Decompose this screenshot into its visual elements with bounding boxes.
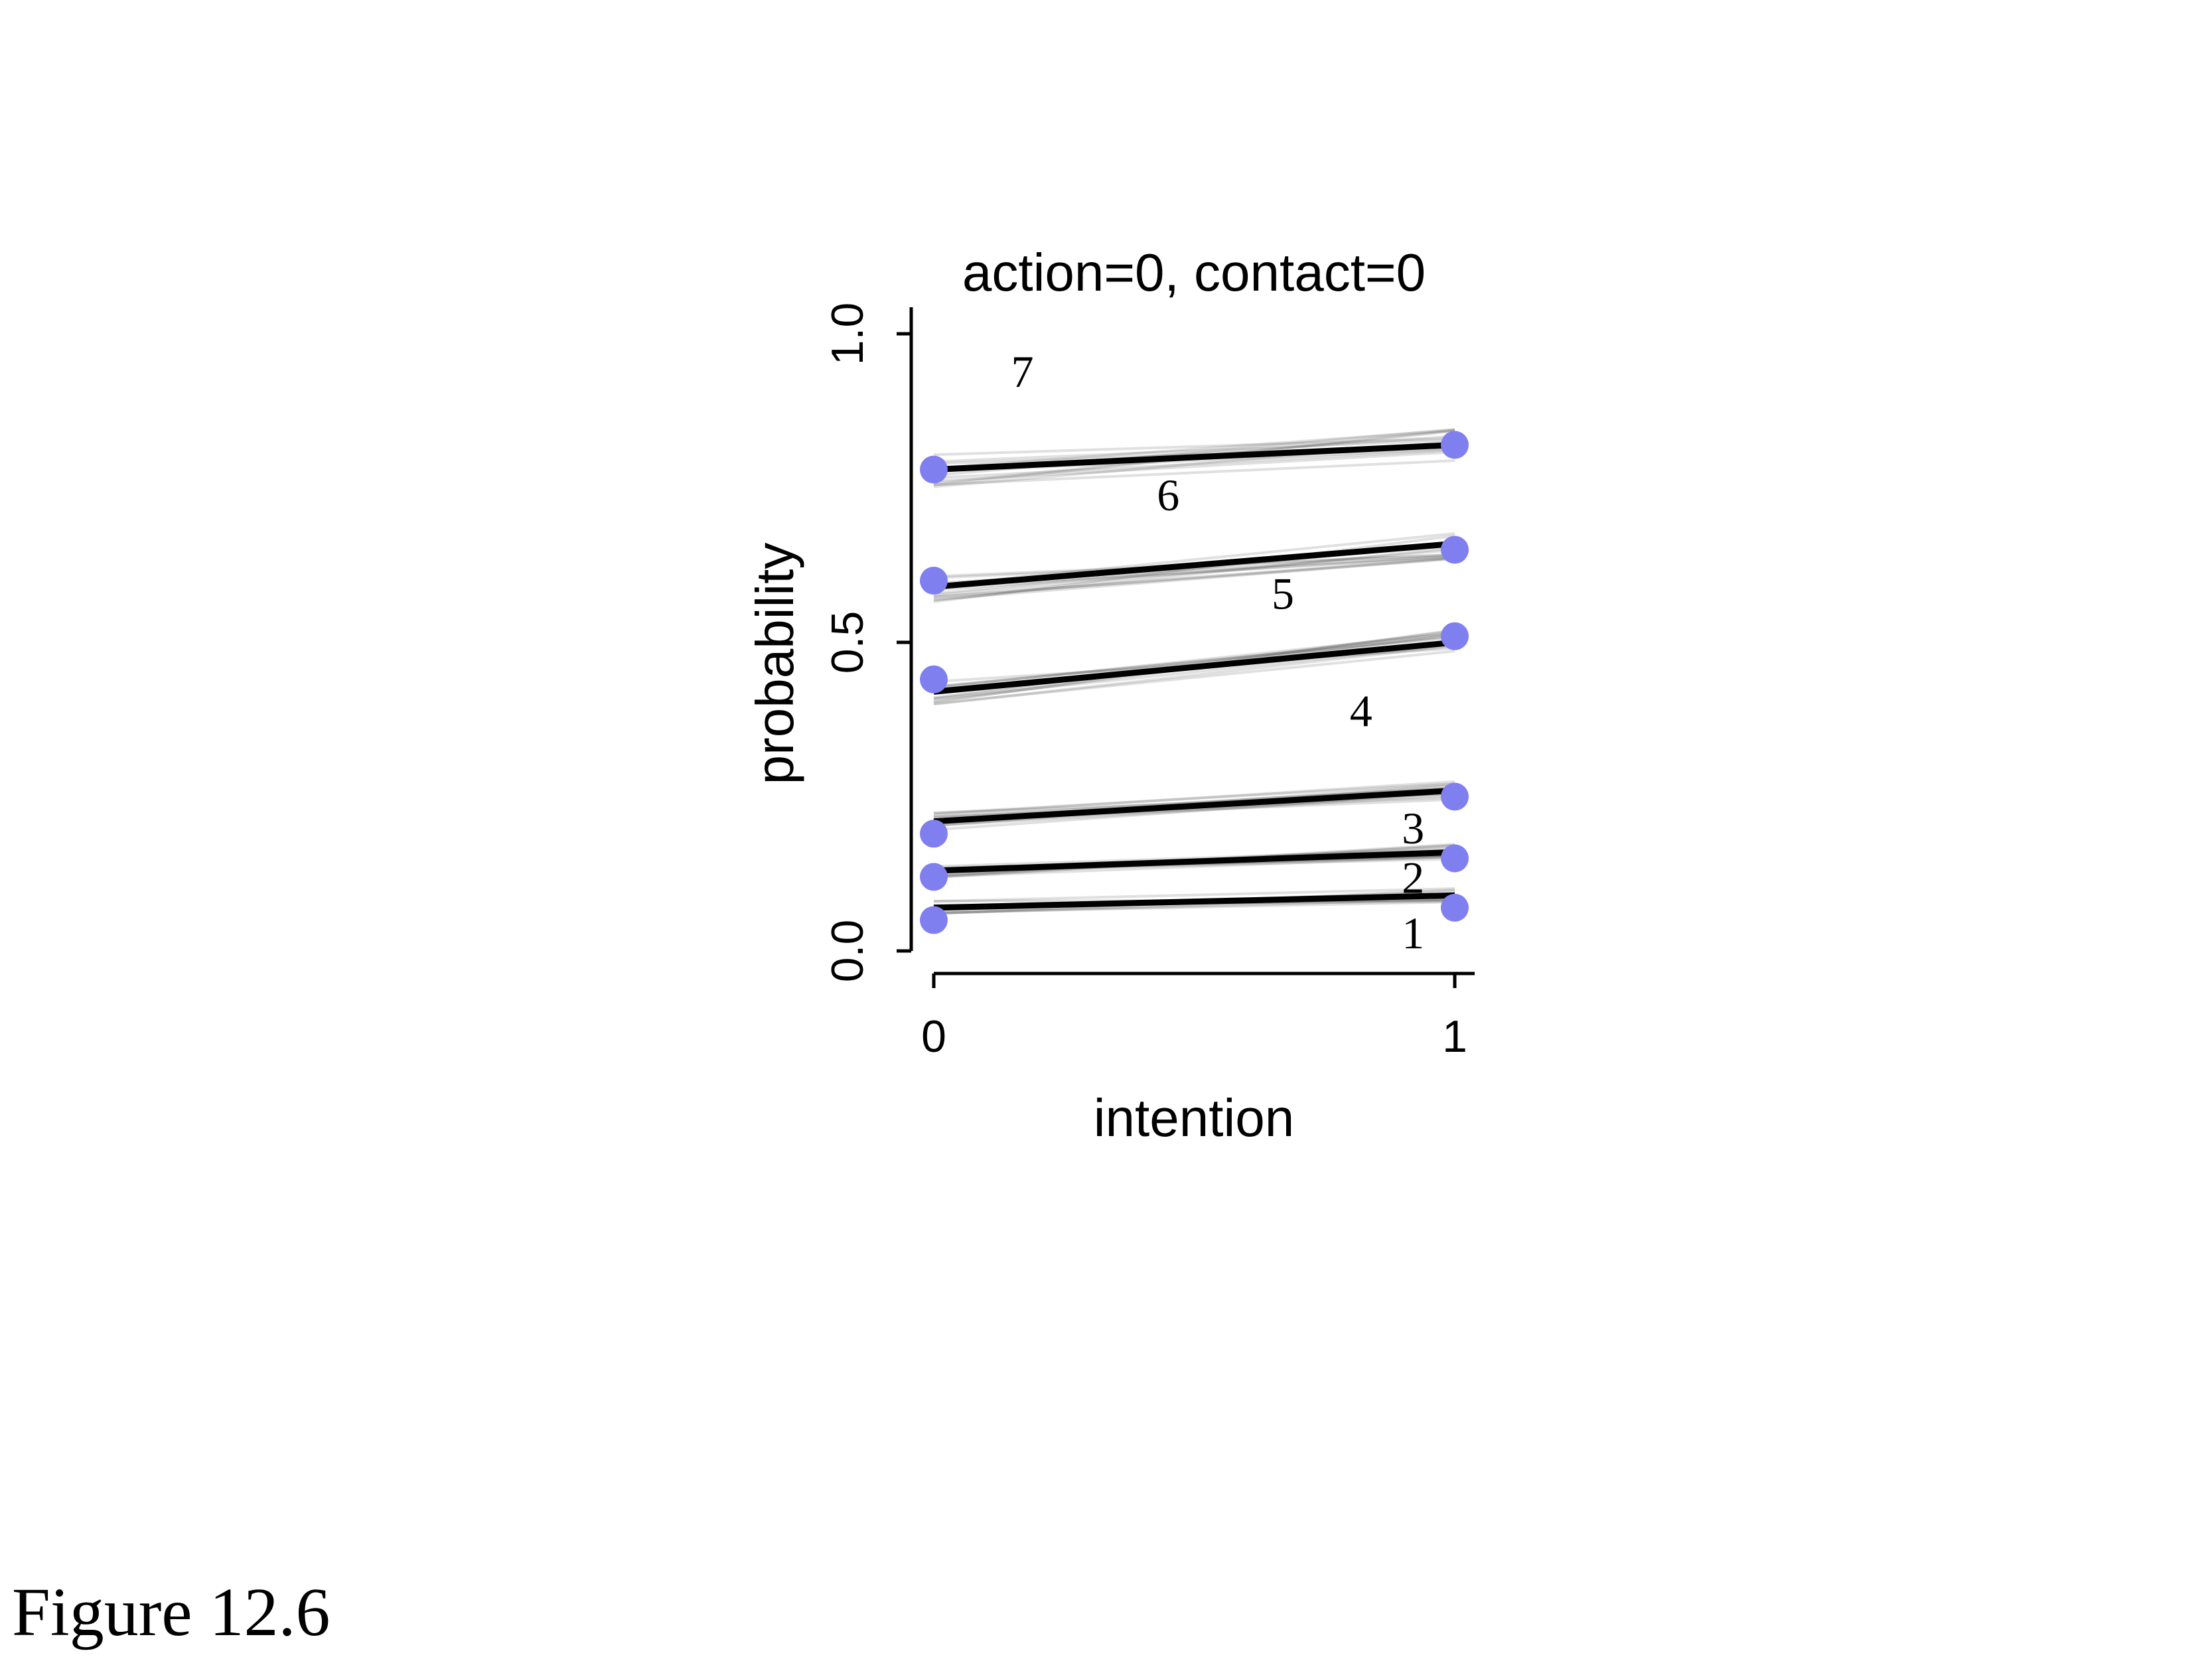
sample-line	[933, 449, 1455, 480]
sample-line	[933, 901, 1455, 914]
sample-line	[933, 554, 1455, 591]
sample-line	[933, 897, 1455, 915]
observed-point	[1441, 536, 1469, 564]
observed-point	[1441, 893, 1469, 922]
series-lines	[933, 441, 1455, 911]
sample-line	[933, 557, 1455, 599]
sample-line	[933, 644, 1455, 701]
sample-line	[933, 534, 1455, 603]
y-axis-label: probability	[745, 543, 804, 785]
series-line-4	[933, 639, 1455, 695]
y-tick-label: 1.0	[822, 303, 873, 366]
sample-line	[933, 546, 1455, 602]
category-label-2: 2	[1402, 852, 1424, 902]
x-tick-label: 1	[1442, 1011, 1467, 1062]
sample-line	[933, 631, 1455, 689]
observed-point	[920, 863, 948, 891]
category-label-6: 6	[1157, 470, 1179, 520]
sample-line	[933, 634, 1455, 689]
observed-point	[1441, 782, 1469, 811]
sample-line	[933, 451, 1455, 482]
category-label-3: 3	[1402, 803, 1424, 853]
sample-line	[933, 556, 1455, 599]
sample-line	[933, 855, 1455, 879]
y-tick-label: 0.5	[822, 611, 873, 674]
observed-point	[1441, 431, 1469, 459]
sample-line	[933, 459, 1455, 486]
figure-caption: Figure 12.6	[12, 1574, 331, 1650]
category-label-5: 5	[1272, 569, 1294, 619]
observed-point	[920, 567, 948, 595]
sample-line	[933, 794, 1455, 828]
observed-point	[1441, 844, 1469, 873]
sample-line	[933, 438, 1455, 463]
series-line-1	[933, 892, 1455, 911]
posterior-sample-lines	[933, 427, 1455, 916]
sample-line	[933, 437, 1455, 457]
category-label-4: 4	[1350, 685, 1372, 736]
sample-line	[933, 557, 1455, 601]
category-label-1: 1	[1402, 908, 1424, 958]
x-tick-label: 0	[921, 1011, 946, 1062]
axes: 0.0 0.5 1.0 0 1	[822, 303, 1475, 1062]
observed-point	[920, 665, 948, 693]
observed-point	[920, 455, 948, 484]
sample-line	[933, 548, 1455, 597]
sample-line	[933, 780, 1455, 816]
series-line-5	[933, 540, 1455, 590]
x-axis-label: intention	[1094, 1088, 1294, 1147]
category-label-7: 7	[1011, 346, 1033, 397]
category-labels: 7 6 5 4 32 1	[1011, 346, 1424, 958]
series-line-2	[933, 849, 1455, 874]
sample-line	[933, 636, 1455, 688]
sample-line	[933, 782, 1455, 815]
sample-line	[933, 644, 1455, 706]
observed-point	[920, 906, 948, 934]
series-line-6	[933, 441, 1455, 473]
observed-points	[920, 431, 1469, 934]
sample-line	[933, 887, 1455, 903]
observed-point	[1441, 622, 1469, 650]
y-tick-label: 0.0	[822, 920, 873, 983]
chart-title: action=0, contact=0	[962, 243, 1426, 302]
observed-point	[920, 820, 948, 848]
sample-line	[933, 650, 1455, 705]
series-line-3	[933, 787, 1455, 825]
sample-line	[933, 429, 1455, 470]
